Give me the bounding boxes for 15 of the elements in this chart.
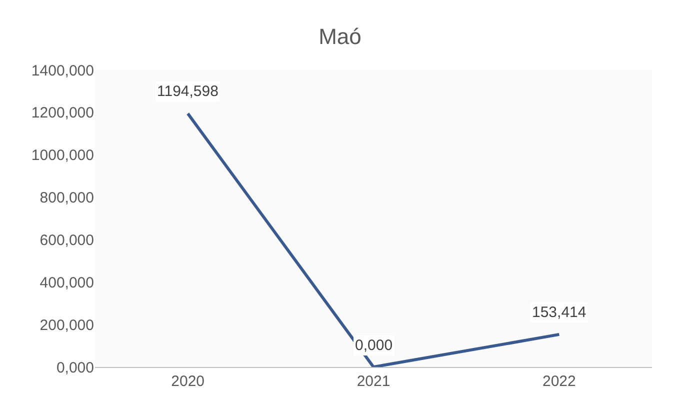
y-tick-label: 1200,000: [31, 104, 94, 122]
y-tick-label: 1400,000: [31, 62, 94, 80]
y-tick-label: 800,000: [40, 190, 94, 207]
x-tick-label: 2022: [542, 373, 576, 390]
chart-title: Maó: [318, 24, 362, 50]
x-tick-label: 2020: [171, 373, 205, 390]
y-tick-label: 400,000: [40, 274, 94, 292]
y-tick-label: 0,000: [56, 359, 94, 376]
data-label: 0,000: [355, 337, 393, 354]
data-label: 153,414: [532, 304, 586, 321]
y-tick-label: 600,000: [40, 232, 94, 249]
y-tick-label: 1000,000: [31, 147, 94, 164]
y-tick-label: 200,000: [40, 316, 94, 334]
data-label: 1194,598: [157, 83, 218, 100]
x-tick-label: 2021: [356, 373, 390, 390]
